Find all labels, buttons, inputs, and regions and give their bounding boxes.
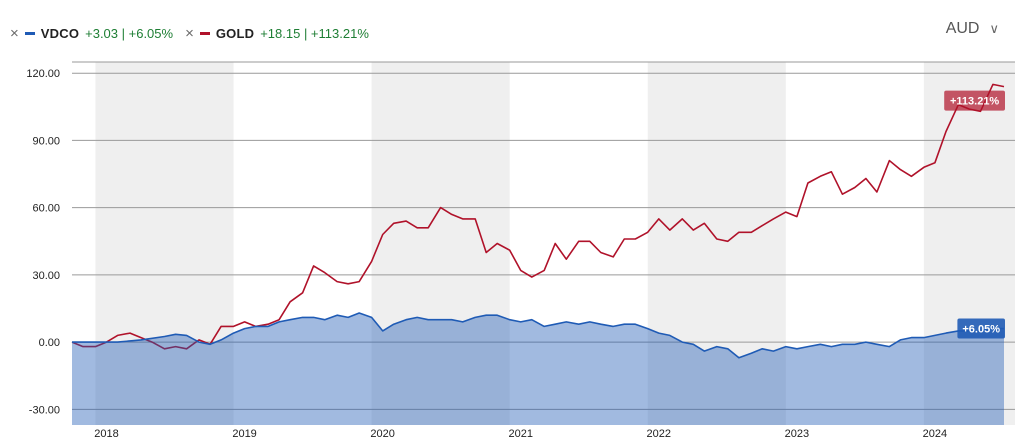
legend-swatch-gold (199, 31, 210, 35)
chart-legend: × VDCO +3.03 | +6.05% × GOLD +18.15 | +1… (10, 22, 381, 44)
legend-change-vdco: +3.03 | +6.05% (85, 25, 174, 41)
end-label-box-vdco (957, 318, 1005, 339)
legend-item-gold: × GOLD +18.15 | +113.21% (185, 26, 369, 41)
x-tick-label-5: 2023 (785, 428, 809, 440)
legend-ticker-gold: GOLD (215, 25, 255, 41)
series-area-vdco (72, 313, 1004, 425)
x-tick-label-0: 2018 (94, 428, 118, 440)
year-band-1 (371, 62, 510, 425)
remove-series-gold-icon[interactable]: × (185, 24, 194, 42)
currency-selector[interactable]: AUD ∨ (946, 20, 999, 38)
x-tick-label-4: 2022 (647, 428, 671, 440)
x-tick-label-1: 2019 (232, 428, 256, 440)
x-tick-label-3: 2021 (508, 428, 532, 440)
end-label-vdco: +6.05% (957, 318, 1005, 339)
end-label-text-vdco: +6.05% (962, 324, 1000, 336)
series-line-vdco (72, 312, 1005, 359)
y-tick-label-5: -30.00 (29, 404, 60, 416)
x-tick-label-6: 2024 (923, 428, 947, 440)
y-tick-label-2: 60.00 (32, 203, 60, 215)
remove-series-vdco-icon[interactable]: × (10, 24, 19, 42)
end-label-gold: +113.21% (944, 90, 1005, 111)
y-tick-label-1: 90.00 (32, 135, 60, 147)
y-tick-label-0: 120.00 (26, 68, 60, 80)
x-tick-label-2: 2020 (370, 428, 394, 440)
legend-change-gold: +18.15 | +113.21% (260, 25, 369, 41)
legend-item-vdco: × VDCO +3.03 | +6.05% (10, 26, 173, 41)
y-tick-label-3: 30.00 (32, 270, 60, 282)
year-band-0 (95, 62, 234, 425)
y-tick-label-4: 0.00 (39, 337, 60, 349)
legend-ticker-vdco: VDCO (40, 25, 80, 41)
series-line-gold (71, 83, 1005, 350)
end-label-text-gold: +113.21% (950, 96, 999, 108)
chevron-down-icon: ∨ (989, 21, 999, 36)
year-band-2 (647, 62, 786, 425)
currency-label: AUD (945, 20, 980, 37)
legend-swatch-vdco (24, 31, 35, 35)
year-band-3 (923, 62, 1015, 425)
end-label-box-gold (944, 90, 1005, 111)
